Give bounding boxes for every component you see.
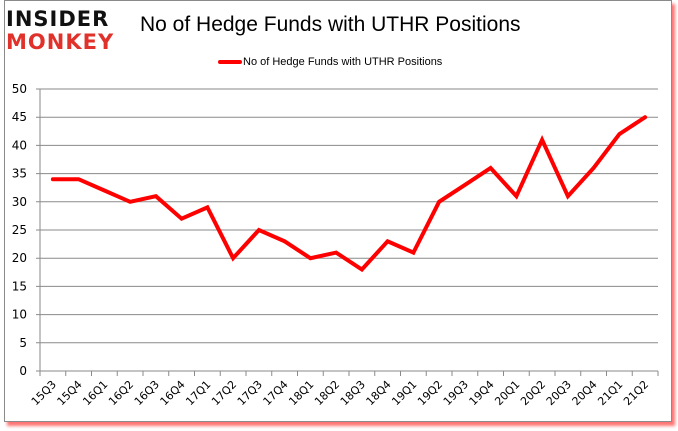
y-tick-label: 5	[19, 336, 27, 350]
chart-title: No of Hedge Funds with UTHR Positions	[140, 13, 521, 36]
x-tick-label: 21Q2	[621, 378, 651, 408]
legend-label: No of Hedge Funds with UTHR Positions	[243, 56, 443, 68]
x-tick-label: 16Q2	[106, 378, 136, 408]
chart-frame	[4, 0, 672, 422]
data-series-line	[50, 115, 648, 273]
y-tick-label: 30	[12, 195, 27, 209]
x-tick-label: 17Q2	[209, 378, 239, 408]
y-tick-label: 45	[12, 110, 27, 124]
y-tick-label: 0	[19, 364, 27, 378]
y-tick-label: 35	[12, 167, 27, 181]
x-tick-label: 16Q4	[158, 378, 188, 408]
x-tick-label: 15Q3	[29, 378, 59, 408]
y-tick-label: 40	[12, 138, 27, 152]
x-tick-label: 19Q3	[441, 378, 471, 408]
x-tick-label: 21Q1	[595, 378, 625, 408]
x-tick-label: 20Q1	[492, 378, 522, 408]
legend-line-swatch-icon	[218, 60, 242, 64]
x-tick-label: 16Q1	[80, 378, 110, 408]
chart-legend: No of Hedge Funds with UTHR Positions	[218, 56, 442, 68]
x-tick-label: 19Q4	[467, 378, 497, 408]
y-tick-label: 15	[12, 279, 27, 293]
x-tick-label: 18Q3	[338, 378, 368, 408]
x-tick-label: 20Q4	[570, 378, 600, 408]
logo-line-2: MONKEY	[6, 30, 115, 54]
x-tick-label: 17Q1	[183, 378, 213, 408]
y-tick-label: 10	[12, 308, 27, 322]
x-tick-label: 20Q2	[518, 378, 548, 408]
y-tick-label: 50	[12, 82, 27, 96]
x-tick-label: 18Q4	[364, 378, 394, 408]
insider-monkey-logo: INSIDER MONKEY	[6, 9, 124, 53]
x-tick-label: 18Q2	[312, 378, 342, 408]
x-tick-label: 17Q3	[235, 378, 265, 408]
x-tick-label: 19Q2	[415, 378, 445, 408]
logo-line-1: INSIDER	[6, 7, 110, 31]
x-tick-label: 18Q1	[286, 378, 316, 408]
x-tick-label: 15Q4	[55, 378, 85, 408]
y-tick-label: 20	[12, 251, 27, 265]
x-tick-label: 19Q1	[389, 378, 419, 408]
x-tick-label: 16Q3	[132, 378, 162, 408]
y-tick-label: 25	[12, 223, 27, 237]
x-tick-label: 17Q4	[261, 378, 291, 408]
x-tick-label: 20Q3	[544, 378, 574, 408]
